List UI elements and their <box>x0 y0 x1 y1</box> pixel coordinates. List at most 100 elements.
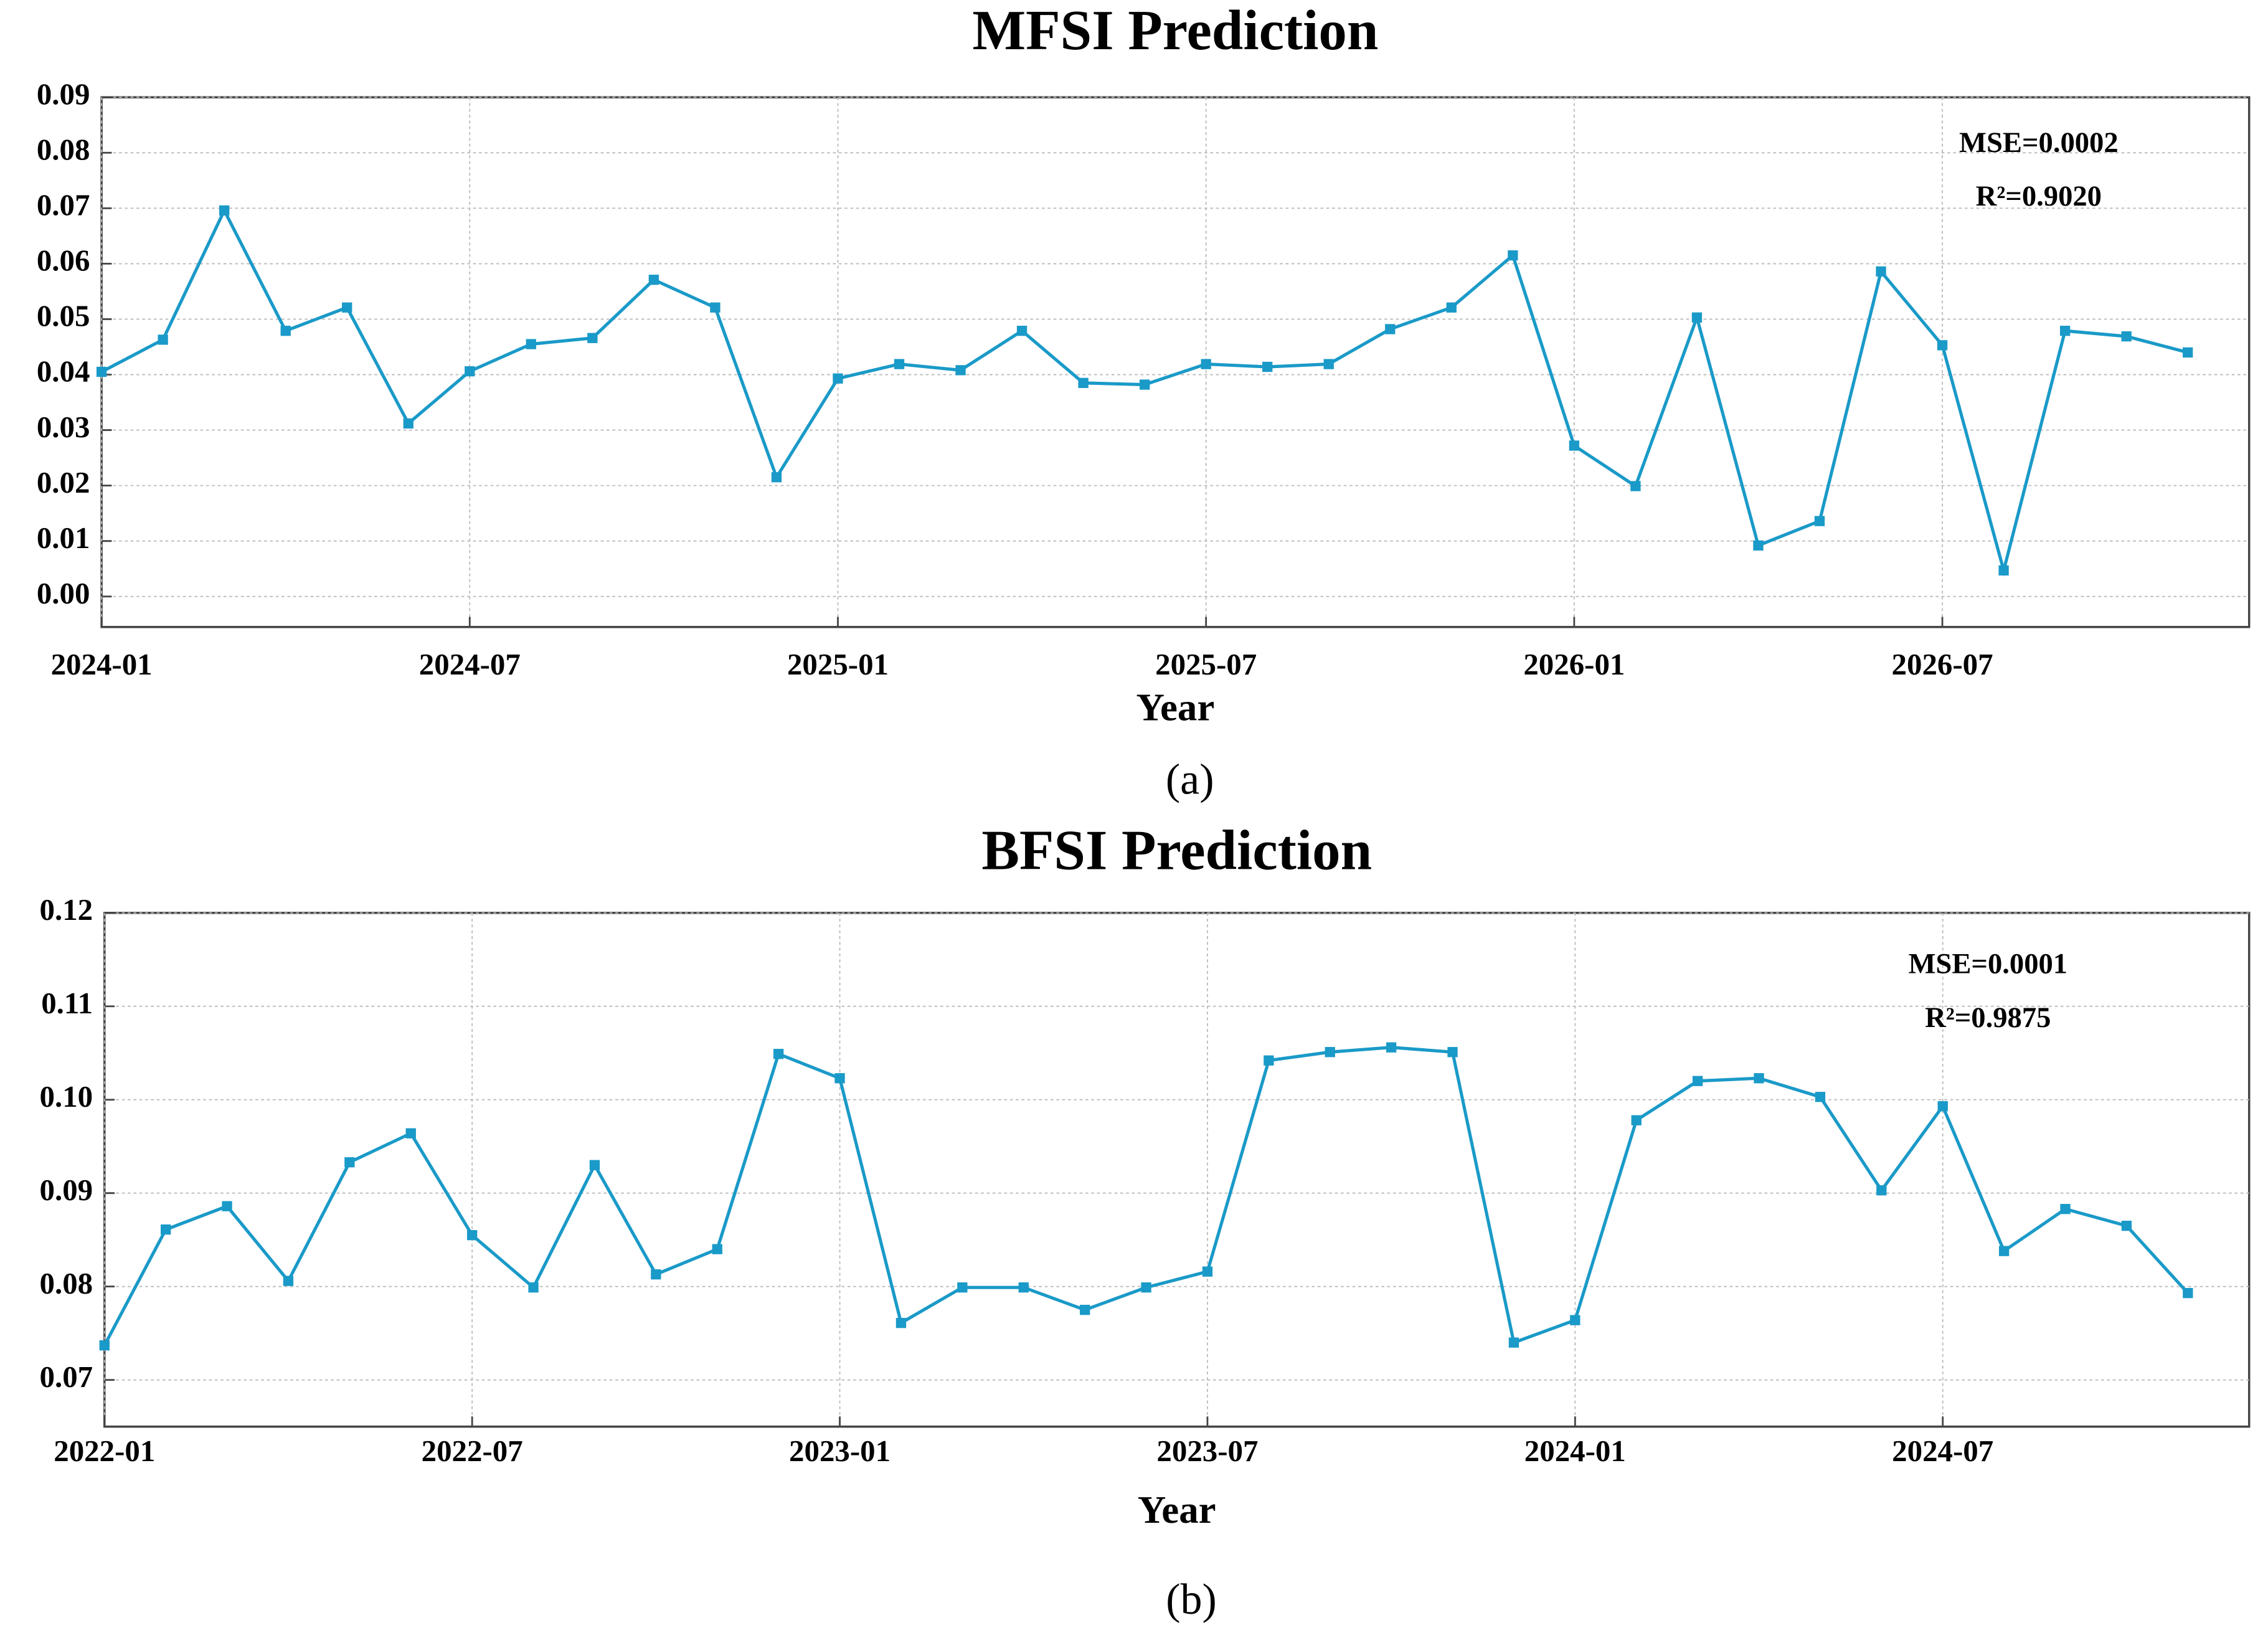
data-point <box>528 1282 539 1293</box>
data-point <box>1937 340 1948 351</box>
data-point <box>955 365 966 376</box>
y-tick-label: 0.06 <box>37 244 90 278</box>
y-tick-label: 0.02 <box>37 465 90 499</box>
data-point <box>833 373 843 384</box>
x-tick-label: 2026-01 <box>1523 647 1625 681</box>
data-point <box>1815 1092 1826 1102</box>
data-point <box>587 333 598 343</box>
data-point <box>648 275 659 285</box>
x-axis-label: Year <box>1136 685 1215 729</box>
y-tick-label: 0.09 <box>37 77 90 111</box>
data-point <box>1323 359 1334 369</box>
x-tick-label: 2024-07 <box>1892 1434 1993 1468</box>
data-point <box>526 339 536 349</box>
x-tick-label: 2024-01 <box>1524 1434 1626 1468</box>
y-tick-label: 0.01 <box>37 521 90 555</box>
data-point <box>1264 1055 1274 1066</box>
y-tick-label: 0.00 <box>37 576 90 610</box>
data-point <box>589 1160 600 1170</box>
data-point <box>99 1340 110 1351</box>
data-point <box>1691 312 1703 323</box>
data-point <box>773 1049 784 1059</box>
x-tick-label: 2025-01 <box>787 647 889 681</box>
annotation: R²=0.9875 <box>1925 1001 2051 1034</box>
data-point <box>1016 326 1028 336</box>
y-tick-label: 0.05 <box>37 299 90 333</box>
y-tick-label: 0.03 <box>37 410 90 444</box>
data-point <box>1141 1282 1151 1293</box>
data-point <box>96 366 107 377</box>
data-point <box>1692 1076 1703 1086</box>
data-point <box>1876 266 1886 277</box>
data-point <box>2121 331 2132 342</box>
data-point <box>1446 302 1457 313</box>
data-point <box>1814 516 1825 526</box>
data-point <box>710 302 721 313</box>
data-point <box>1018 1282 1029 1293</box>
data-point <box>1139 379 1150 390</box>
y-tick-label: 0.10 <box>40 1079 93 1114</box>
data-point <box>651 1269 661 1280</box>
caption: (a) <box>1166 755 1214 803</box>
data-point <box>158 334 168 345</box>
data-point <box>1508 250 1518 261</box>
data-point <box>465 366 475 377</box>
data-point <box>219 205 230 216</box>
data-point <box>1630 481 1641 491</box>
data-point <box>1078 377 1089 389</box>
chart-title: MFSI Prediction <box>972 0 1378 62</box>
x-tick-label: 2024-01 <box>51 647 153 681</box>
y-tick-label: 0.11 <box>41 986 93 1020</box>
data-point <box>1202 1266 1213 1277</box>
annotation: MSE=0.0002 <box>1959 126 2119 159</box>
caption: (b) <box>1166 1576 1216 1624</box>
data-point <box>2060 1204 2071 1214</box>
y-tick-label: 0.09 <box>40 1173 93 1207</box>
data-point <box>834 1073 845 1084</box>
data-point <box>405 1128 416 1139</box>
data-point <box>1447 1047 1458 1058</box>
data-point <box>894 359 905 369</box>
data-point <box>1262 361 1273 372</box>
data-point <box>1508 1337 1519 1348</box>
data-point <box>771 472 782 483</box>
y-tick-label: 0.07 <box>40 1360 93 1394</box>
data-point <box>1998 1246 2010 1256</box>
data-point <box>1079 1305 1090 1315</box>
x-tick-label: 2022-01 <box>54 1434 155 1468</box>
data-point <box>1385 324 1396 334</box>
y-tick-label: 0.12 <box>40 892 93 927</box>
data-point <box>1754 1073 1764 1084</box>
data-point <box>2183 1288 2193 1299</box>
data-point <box>467 1230 478 1241</box>
data-point <box>1631 1115 1642 1125</box>
data-point <box>2059 326 2071 336</box>
y-tick-label: 0.08 <box>40 1266 93 1300</box>
data-point <box>2183 347 2193 358</box>
chart-title: BFSI Prediction <box>981 819 1372 882</box>
data-point <box>1325 1047 1335 1058</box>
x-tick-label: 2025-07 <box>1155 647 1257 681</box>
data-point <box>222 1201 232 1211</box>
data-point <box>895 1317 907 1328</box>
x-axis-label: Year <box>1138 1488 1216 1531</box>
data-point <box>283 1276 294 1286</box>
data-point <box>1876 1185 1887 1196</box>
data-point <box>957 1282 968 1293</box>
plot-area <box>100 96 2251 628</box>
data-point <box>2121 1221 2132 1231</box>
data-point <box>1570 1315 1581 1325</box>
data-point <box>1569 440 1580 451</box>
plot-area <box>103 912 2251 1428</box>
data-point <box>342 302 352 313</box>
data-point <box>1937 1101 1948 1112</box>
x-tick-label: 2022-07 <box>422 1434 523 1468</box>
data-point <box>344 1157 355 1168</box>
data-point <box>1998 565 2009 576</box>
y-tick-label: 0.08 <box>37 133 90 167</box>
data-point <box>280 326 291 336</box>
annotation: R²=0.9020 <box>1976 180 2102 212</box>
data-point <box>403 418 413 429</box>
x-tick-label: 2023-01 <box>789 1434 891 1468</box>
